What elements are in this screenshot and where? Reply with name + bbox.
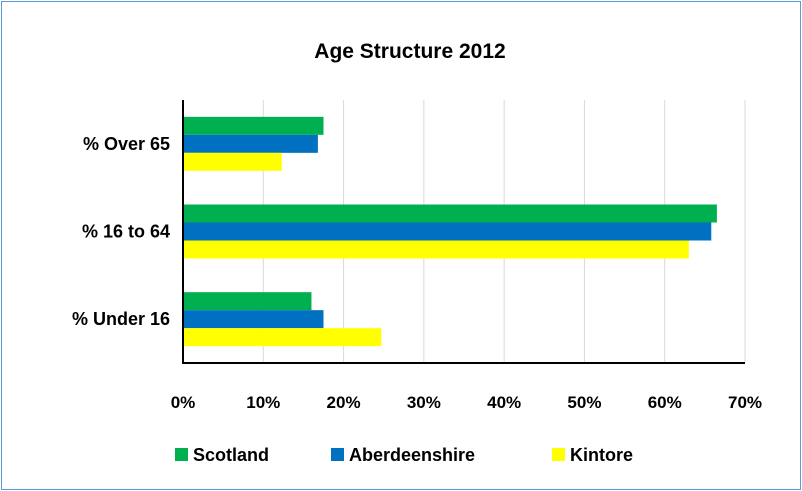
category-label: % 16 to 64 [82,222,170,242]
legend-swatch [552,448,565,461]
bars [183,116,717,347]
legend-swatch [175,448,188,461]
legend-label: Aberdeenshire [349,445,475,465]
x-tick-label: 70% [728,393,762,412]
bar [183,328,382,347]
x-tick-label: 40% [487,393,521,412]
legend-swatch [331,448,344,461]
legend-item: Kintore [552,445,633,465]
x-tick-label: 0% [171,393,196,412]
bar [183,240,689,259]
chart-title: Age Structure 2012 [314,40,505,63]
legend-item: Aberdeenshire [331,445,475,465]
x-tick-label: 10% [246,393,280,412]
labels: 0% 10% 20% 30% 40% 50% 60% 70% % Over 65 % 16 to … [72,134,762,412]
axes [182,100,745,364]
bar [183,204,717,223]
x-tick-label: 20% [327,393,361,412]
bar [183,310,324,329]
bar [183,134,318,153]
legend-label: Scotland [193,445,269,465]
bar [183,152,282,171]
bar [183,222,712,241]
x-tick-label: 60% [648,393,682,412]
legend-label: Kintore [570,445,633,465]
x-tick-label: 30% [407,393,441,412]
x-tick-label: 50% [567,393,601,412]
category-label: % Under 16 [72,309,170,329]
bar [183,292,312,311]
bar [183,116,324,135]
legend-item: Scotland [175,445,269,465]
category-label: % Over 65 [83,134,170,154]
legend: Scotland Aberdeenshire Kintore [175,445,633,465]
